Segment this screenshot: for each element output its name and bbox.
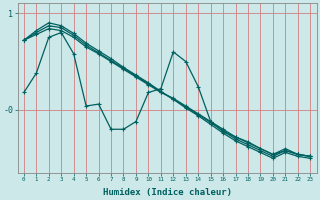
X-axis label: Humidex (Indice chaleur): Humidex (Indice chaleur) xyxy=(103,188,232,197)
